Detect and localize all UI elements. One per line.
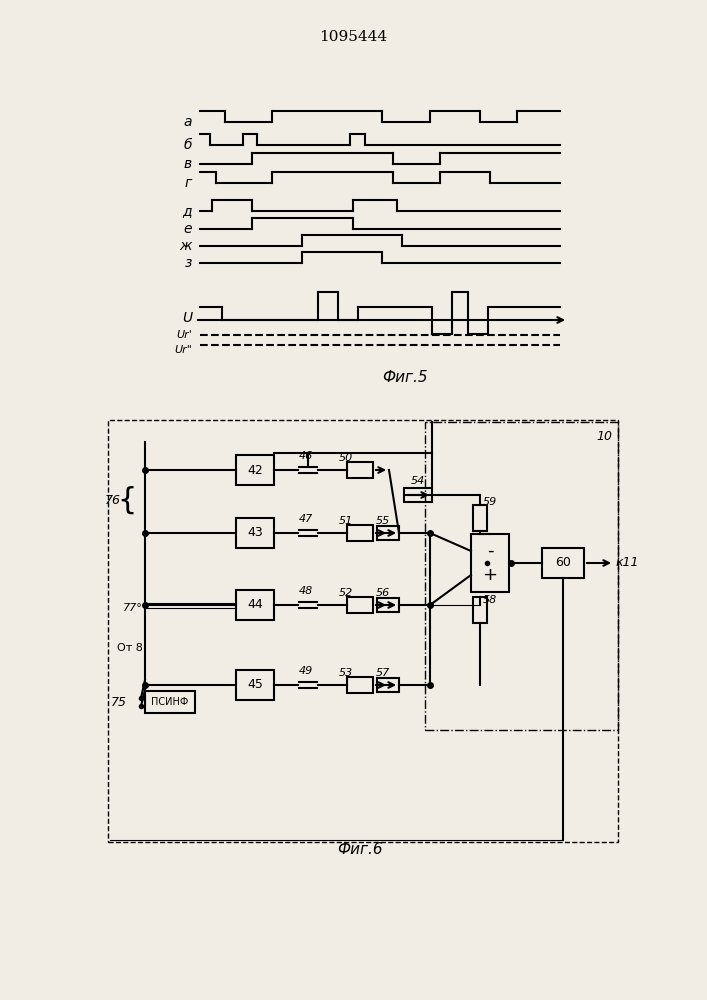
Bar xyxy=(471,534,509,592)
Text: 60: 60 xyxy=(555,556,571,570)
Bar xyxy=(347,597,373,613)
Text: Фиг.5: Фиг.5 xyxy=(382,370,428,385)
Text: 42: 42 xyxy=(247,464,263,477)
Text: 59: 59 xyxy=(483,497,497,507)
Text: з: з xyxy=(185,256,192,270)
Text: 75: 75 xyxy=(111,696,127,708)
Bar xyxy=(425,422,618,730)
Bar xyxy=(347,462,373,478)
Bar xyxy=(347,677,373,693)
Text: {: { xyxy=(117,486,137,514)
Text: -: - xyxy=(486,542,493,560)
Text: в: в xyxy=(184,157,192,171)
Bar xyxy=(236,455,274,485)
Bar xyxy=(236,670,274,700)
Text: U: U xyxy=(182,311,192,325)
Bar xyxy=(473,505,487,531)
Text: 1095444: 1095444 xyxy=(319,30,387,44)
Bar xyxy=(236,518,274,548)
Text: б: б xyxy=(184,138,192,152)
Bar xyxy=(145,691,195,713)
Text: г: г xyxy=(185,176,192,190)
Text: 10: 10 xyxy=(596,430,612,443)
Bar xyxy=(404,488,432,502)
Text: 50: 50 xyxy=(339,453,353,463)
Text: 47: 47 xyxy=(299,514,313,524)
Text: Ur": Ur" xyxy=(174,345,192,355)
Text: 58: 58 xyxy=(483,595,497,605)
Bar xyxy=(236,590,274,620)
Text: 52: 52 xyxy=(339,588,353,598)
Bar xyxy=(108,420,618,842)
Text: 54: 54 xyxy=(411,476,425,486)
Text: Фиг.6: Фиг.6 xyxy=(337,842,382,857)
Text: е: е xyxy=(184,222,192,236)
Text: 53: 53 xyxy=(339,668,353,678)
Bar xyxy=(347,525,373,541)
Text: 45: 45 xyxy=(247,678,263,692)
Text: 55: 55 xyxy=(376,516,390,526)
Bar xyxy=(473,597,487,623)
Bar xyxy=(377,526,399,540)
Text: ПСИНФ: ПСИНФ xyxy=(151,697,189,707)
Text: +: + xyxy=(482,566,498,584)
Text: 57: 57 xyxy=(376,668,390,678)
Bar xyxy=(377,598,399,612)
Text: к11: к11 xyxy=(616,556,640,570)
Text: 46: 46 xyxy=(299,451,313,461)
Text: 77°: 77° xyxy=(123,603,143,613)
Text: 51: 51 xyxy=(339,516,353,526)
Bar xyxy=(542,548,584,578)
Text: Ur': Ur' xyxy=(176,330,192,340)
Text: От 8: От 8 xyxy=(117,643,143,653)
Text: 44: 44 xyxy=(247,598,263,611)
Text: д: д xyxy=(182,204,192,218)
Text: 48: 48 xyxy=(299,586,313,596)
Text: 76: 76 xyxy=(105,493,121,506)
Text: ж: ж xyxy=(180,239,192,253)
Text: 49: 49 xyxy=(299,666,313,676)
Bar xyxy=(377,678,399,692)
Text: 56: 56 xyxy=(376,588,390,598)
Text: а: а xyxy=(184,115,192,129)
Text: 43: 43 xyxy=(247,526,263,540)
